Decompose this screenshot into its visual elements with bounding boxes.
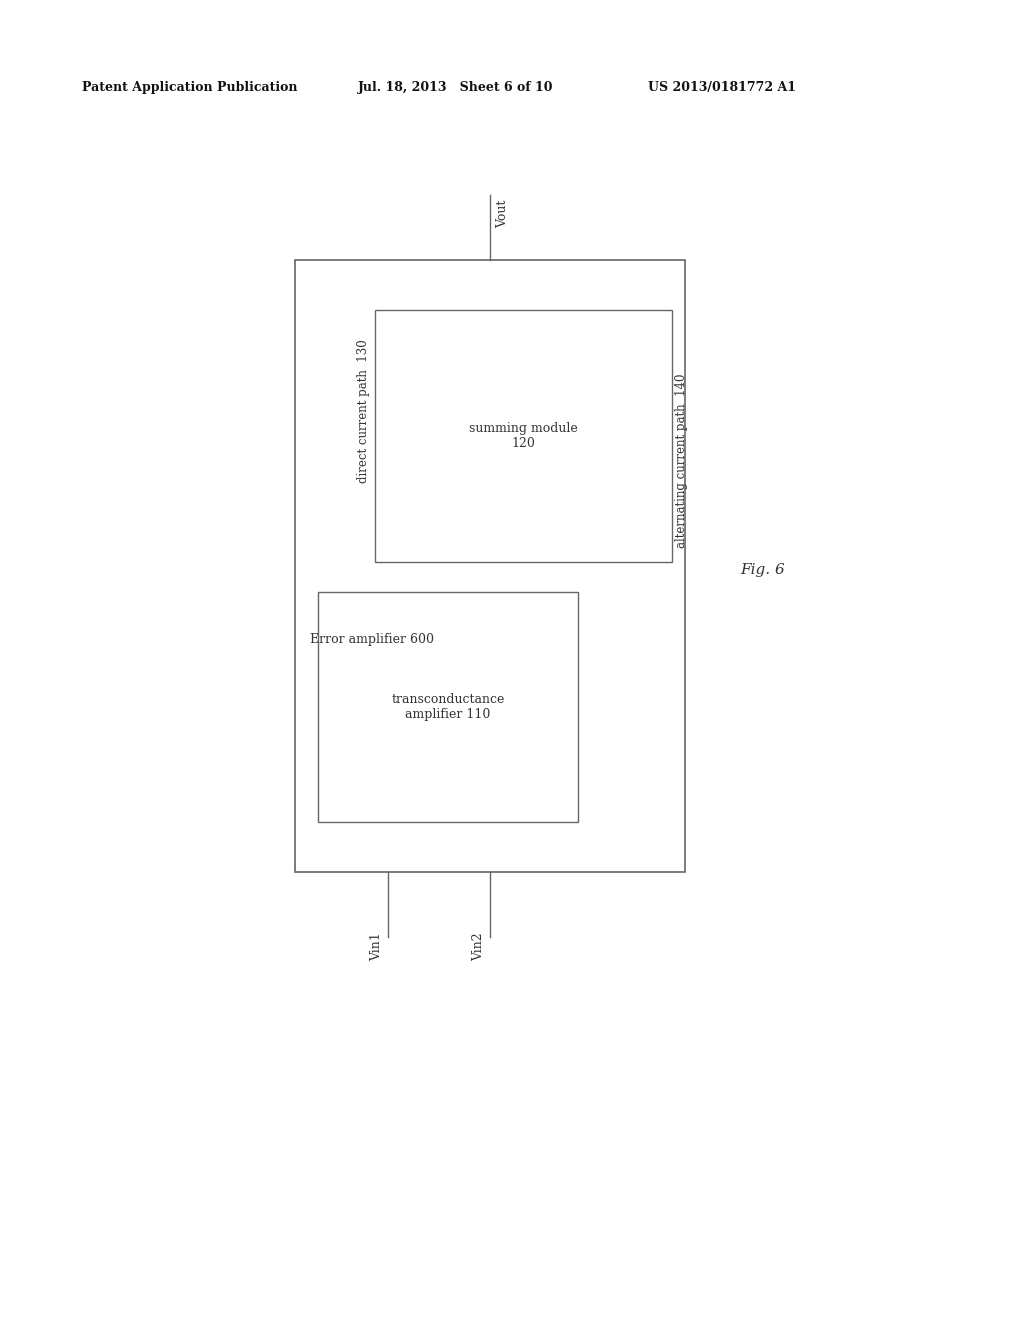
Text: Jul. 18, 2013   Sheet 6 of 10: Jul. 18, 2013 Sheet 6 of 10 [358, 82, 554, 95]
Text: Fig. 6: Fig. 6 [740, 564, 784, 577]
Text: direct current path  130: direct current path 130 [356, 339, 370, 483]
Text: Error amplifier 600: Error amplifier 600 [310, 634, 434, 645]
Text: Patent Application Publication: Patent Application Publication [82, 82, 298, 95]
Text: Vin2: Vin2 [472, 932, 485, 961]
Text: Vout: Vout [496, 201, 509, 228]
Text: alternating current path  140: alternating current path 140 [676, 374, 688, 548]
Text: US 2013/0181772 A1: US 2013/0181772 A1 [648, 82, 796, 95]
Text: transconductance
amplifier 110: transconductance amplifier 110 [391, 693, 505, 721]
Bar [318, 591, 578, 822]
Bar [375, 310, 672, 562]
Text: Vin1: Vin1 [370, 932, 383, 961]
Text: summing module
120: summing module 120 [469, 422, 578, 450]
Bar [295, 260, 685, 873]
